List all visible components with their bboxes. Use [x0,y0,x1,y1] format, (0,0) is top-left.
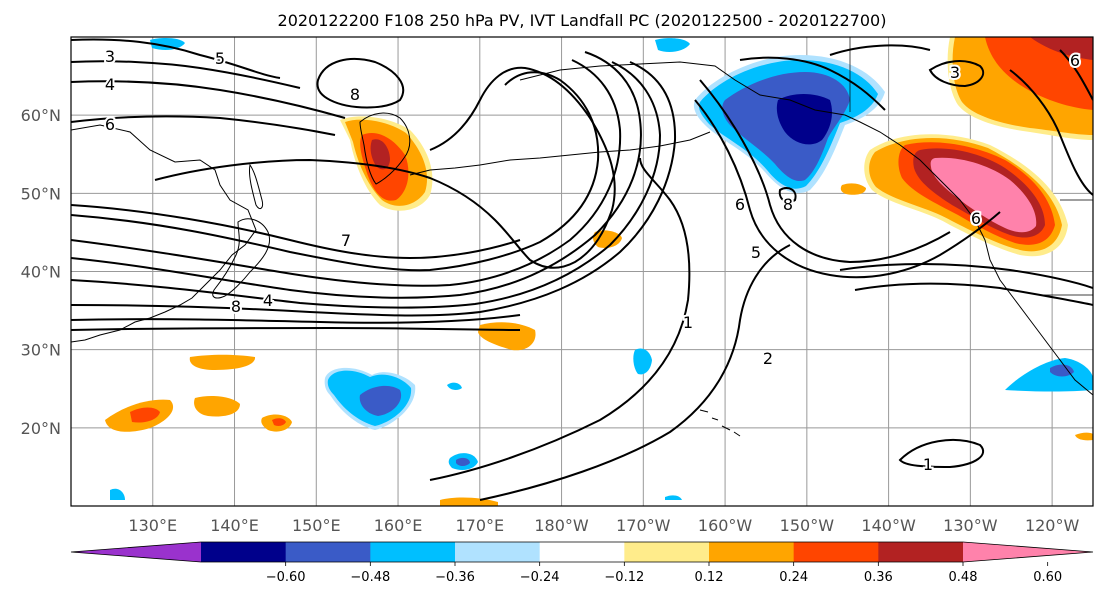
lon-tick-label: 140°E [210,516,259,535]
colorbar-extend-min [71,542,201,562]
contour-label: 6 [1070,51,1080,70]
contour-label: 6 [971,209,981,228]
contour-label: 6 [735,195,745,214]
colorbar-bin [455,542,541,562]
colorbar-bin [285,542,371,562]
lon-tick-label: 130°E [128,516,177,535]
map-border [70,36,1094,507]
lat-tick-label: 50°N [21,184,61,203]
contour-label: 4 [105,75,115,94]
contour-label: 2 [763,349,773,368]
lon-tick-label: 170°E [455,516,504,535]
colorbar-tick-label: 0.12 [695,570,724,585]
colorbar-bin [201,542,287,562]
lon-tick-label: 140°W [861,516,916,535]
lat-tick-label: 30°N [21,341,61,360]
latitude-labels: 20°N 30°N 40°N 50°N 60°N [21,106,61,438]
colorbar-tick-label: −0.12 [604,570,644,585]
gridlines [71,37,1093,506]
colorbar-tick-label: 0.60 [1033,570,1062,585]
colorbar-tick-label: −0.60 [266,570,306,585]
contour-label: 7 [341,231,351,250]
lat-tick-label: 60°N [21,106,61,125]
colorbar-tick-label: −0.48 [350,570,390,585]
colorbar-bin [624,542,710,562]
lon-tick-label: 130°W [943,516,998,535]
colorbar-bin [370,542,456,562]
pv-contours [71,38,1093,501]
lon-tick-label: 150°E [292,516,341,535]
colorbar-tick-label: −0.24 [520,570,560,585]
lon-tick-label: 170°W [616,516,671,535]
colorbar-tick-label: 0.24 [779,570,808,585]
lat-tick-label: 20°N [21,419,61,438]
contour-label: 3 [105,47,115,66]
contour-label: 5 [751,243,761,262]
lon-tick-label: 180°W [534,516,589,535]
colorbar-bin [539,542,625,562]
contour-label: 3 [950,63,960,82]
lon-tick-label: 160°W [698,516,753,535]
pv-contour-labels: 3 4 5 6 8 7 4 8 1 2 5 6 8 3 6 6 1 [103,45,1082,476]
ivt-negative-anomalies [110,38,1093,500]
contour-label: 8 [350,85,360,104]
figure-title: 2020122200 F108 250 hPa PV, IVT Landfall… [278,11,887,30]
map-content: 3 4 5 6 8 7 4 8 1 2 5 6 8 3 6 6 1 [71,37,1093,506]
contour-label: 6 [105,115,115,134]
lat-tick-label: 40°N [21,263,61,282]
colorbar-bin [878,542,964,562]
contour-label: 8 [231,297,241,316]
colorbar-tick-label: 0.48 [949,570,978,585]
contour-label: 8 [783,195,793,214]
contour-label: 4 [263,291,273,310]
coastlines [71,37,1093,437]
colorbar: −0.60 −0.48 −0.36 −0.24 −0.12 0.12 0.24 0.36 0.4… [70,541,1094,585]
longitude-labels: 130°E 140°E 150°E 160°E 170°E 180°W 170°W 160°W… [128,516,1079,535]
colorbar-bin [709,542,795,562]
colorbar-extend-max [963,542,1093,562]
colorbar-tick-label: −0.36 [435,570,475,585]
contour-label: 5 [215,49,225,68]
lon-tick-label: 120°W [1025,516,1080,535]
lon-tick-label: 150°W [780,516,835,535]
colorbar-outline [70,541,1094,563]
colorbar-tick-label: 0.36 [864,570,893,585]
lon-tick-label: 160°E [374,516,423,535]
contour-label: 1 [923,455,933,474]
colorbar-bin [793,542,879,562]
contour-label: 1 [683,313,693,332]
